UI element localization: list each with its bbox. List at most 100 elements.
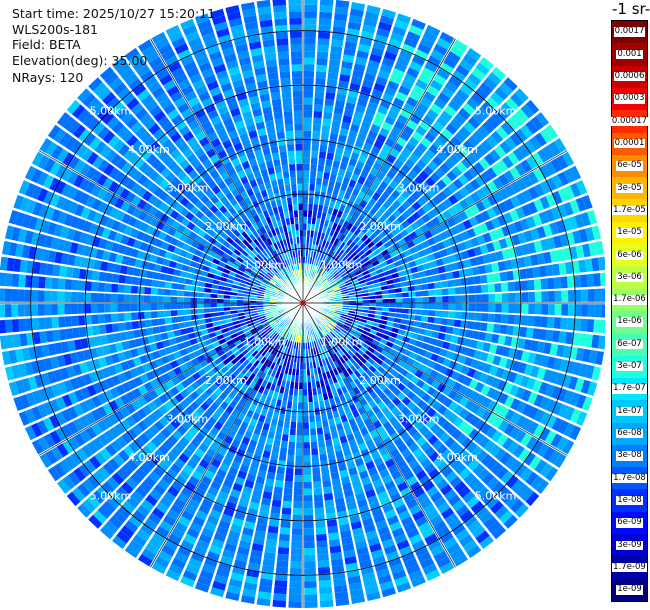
data-cell	[228, 530, 241, 540]
data-cell	[553, 235, 563, 249]
data-cell	[462, 102, 476, 116]
data-cell	[369, 206, 378, 216]
data-cell	[195, 396, 205, 406]
data-cell	[227, 382, 236, 391]
data-cell	[364, 237, 372, 246]
data-cell	[422, 262, 431, 270]
data-cell	[521, 204, 532, 217]
data-cell	[94, 451, 107, 465]
data-cell	[468, 379, 479, 390]
data-cell	[267, 337, 274, 345]
data-cell	[31, 304, 39, 317]
data-cell	[372, 236, 381, 245]
data-cell	[293, 501, 303, 509]
data-cell	[97, 282, 106, 292]
data-cell	[116, 486, 130, 500]
data-cell	[399, 368, 409, 377]
data-cell	[406, 381, 416, 391]
data-cell	[196, 303, 204, 309]
data-cell	[435, 296, 443, 303]
data-cell	[381, 265, 390, 272]
data-cell	[323, 219, 330, 228]
data-cell	[476, 340, 485, 351]
data-cell	[369, 343, 378, 350]
data-cell	[303, 157, 310, 164]
data-cell	[299, 375, 303, 383]
data-cell	[563, 185, 575, 200]
data-cell	[291, 327, 295, 335]
data-cell	[138, 553, 153, 567]
data-cell	[527, 279, 535, 291]
data-cell	[433, 73, 447, 86]
data-cell	[444, 264, 453, 273]
data-cell	[368, 295, 376, 300]
data-cell	[289, 581, 302, 589]
data-cell	[318, 580, 332, 588]
data-cell	[214, 378, 223, 388]
data-cell	[286, 374, 292, 382]
data-cell	[518, 448, 531, 462]
data-cell	[194, 448, 205, 459]
data-cell	[311, 448, 319, 456]
data-cell	[335, 224, 342, 232]
data-cell	[145, 542, 160, 556]
data-cell	[332, 410, 340, 419]
data-cell	[311, 264, 316, 272]
data-cell	[401, 406, 411, 416]
data-cell	[329, 228, 336, 237]
data-cell	[284, 414, 291, 422]
data-cell	[308, 197, 314, 205]
data-cell	[227, 585, 242, 595]
data-cell	[350, 445, 360, 455]
data-cell	[342, 220, 350, 229]
data-cell	[396, 55, 410, 67]
data-cell	[132, 534, 147, 547]
data-cell	[436, 179, 447, 190]
data-cell	[325, 273, 332, 280]
data-cell	[388, 557, 402, 568]
data-cell	[374, 219, 383, 228]
data-cell	[313, 265, 318, 272]
data-cell	[401, 448, 412, 459]
data-cell	[133, 437, 145, 449]
data-cell	[334, 290, 342, 295]
data-cell	[303, 422, 310, 429]
data-cell	[453, 404, 464, 416]
data-cell	[201, 411, 211, 422]
data-cell	[473, 432, 485, 445]
data-cell	[415, 125, 427, 137]
data-cell	[429, 227, 439, 237]
data-cell	[445, 271, 454, 280]
data-cell	[282, 373, 288, 381]
data-cell	[319, 5, 333, 13]
data-cell	[389, 250, 398, 258]
data-cell	[463, 139, 475, 152]
data-cell	[557, 403, 569, 418]
data-cell	[526, 436, 538, 451]
data-cell	[124, 520, 139, 533]
data-cell	[478, 372, 489, 384]
data-cell	[385, 411, 395, 421]
data-cell	[336, 422, 344, 431]
data-cell	[381, 289, 389, 295]
data-cell	[533, 168, 545, 182]
data-cell	[108, 515, 123, 529]
data-cell	[352, 244, 360, 252]
data-cell	[163, 491, 176, 503]
data-cell	[295, 368, 300, 376]
data-cell	[390, 32, 405, 43]
data-cell	[480, 384, 491, 396]
data-cell	[551, 174, 563, 189]
data-cell	[418, 170, 430, 181]
data-cell	[303, 415, 309, 423]
data-cell	[246, 445, 256, 455]
data-cell	[450, 262, 459, 271]
data-cell	[194, 487, 206, 498]
data-cell	[346, 317, 354, 322]
data-cell	[324, 165, 332, 174]
data-cell	[460, 320, 468, 329]
data-cell	[359, 282, 367, 288]
data-cell	[520, 124, 533, 139]
data-cell	[136, 529, 151, 542]
data-cell	[309, 408, 315, 416]
